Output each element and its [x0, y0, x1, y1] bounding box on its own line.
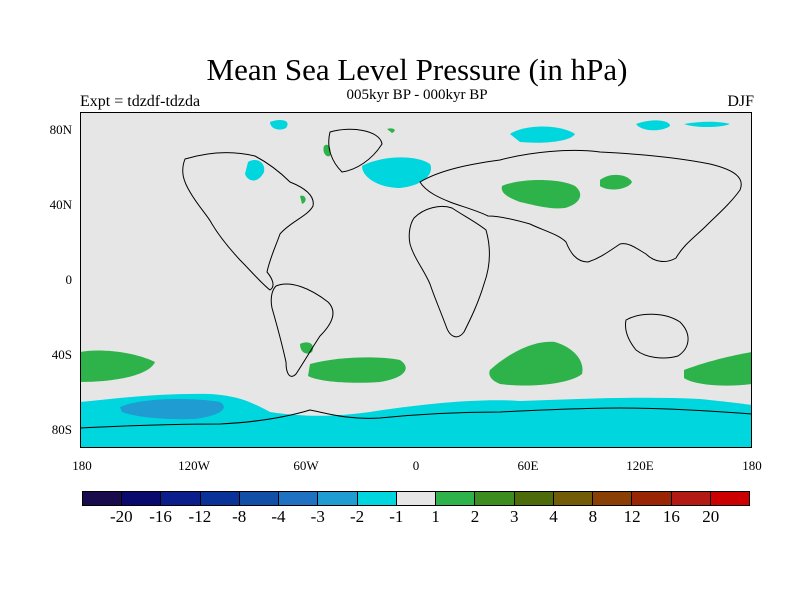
- colorbar-tick-label: 3: [509, 507, 519, 526]
- colorbar-tick-label: -16: [149, 507, 172, 526]
- ytick-80n: 80N: [49, 122, 72, 137]
- green-south-atlantic: [308, 357, 406, 383]
- ytick-80s: 80S: [51, 422, 72, 437]
- xtick-60e: 60E: [517, 458, 539, 473]
- colorbar-swatch: [632, 492, 672, 505]
- ytick-0: 0: [65, 272, 73, 287]
- colorbar-tick-label: 2: [470, 507, 480, 526]
- colorbar-swatch: [318, 492, 358, 505]
- colorbar-tick-label: -12: [188, 507, 212, 526]
- south-america-coast: [270, 283, 334, 377]
- cyan-arctic-2: [636, 120, 670, 131]
- colorbar: [82, 491, 750, 506]
- cyan-arctic-4: [270, 120, 288, 130]
- map-panel: [80, 112, 752, 448]
- antarctica-coast: [80, 407, 752, 429]
- colorbar-swatch: [710, 492, 749, 505]
- green-arctic: [387, 128, 395, 133]
- north-america-coast: [182, 152, 314, 291]
- colorbar-swatch: [671, 492, 711, 505]
- xtick-60w: 60W: [293, 458, 319, 473]
- colorbar-swatch: [436, 492, 476, 505]
- green-south-pacific-east: [684, 352, 752, 386]
- cyan-baffin: [245, 160, 265, 181]
- colorbar-swatch: [83, 492, 123, 505]
- map-border: [80, 112, 752, 448]
- colorbar-swatch: [514, 492, 554, 505]
- coastlines: [80, 128, 752, 429]
- colorbar-tick-label: 8: [588, 507, 598, 526]
- eurasia-coast: [419, 149, 742, 263]
- ytick-40s: 40S: [51, 347, 72, 362]
- green-siberia: [600, 174, 632, 190]
- colorbar-swatch: [475, 492, 515, 505]
- cyan-north-atlantic: [362, 157, 432, 188]
- xtick-120e: 120E: [626, 458, 654, 473]
- green-labrador: [300, 195, 306, 204]
- map-svg: [80, 112, 752, 448]
- colorbar-swatch: [161, 492, 201, 505]
- ytick-40n: 40N: [49, 197, 72, 212]
- figure-title: Mean Sea Level Pressure (in hPa): [206, 52, 628, 87]
- colorbar-swatch: [279, 492, 319, 505]
- colorbar-tick-label: -20: [109, 507, 133, 526]
- xtick-120w: 120W: [178, 458, 210, 473]
- south-pacific-deep-negative: [120, 399, 224, 420]
- australia-coast: [625, 313, 689, 359]
- colorbar-tick-label: -2: [349, 507, 365, 526]
- colorbar-tick-label: 16: [662, 507, 680, 526]
- cyan-arctic-3: [684, 121, 730, 127]
- colorbar-swatch: [200, 492, 240, 505]
- green-south-indian: [489, 341, 583, 386]
- colorbar-swatch: [593, 492, 633, 505]
- colorbar-swatch: [357, 492, 397, 505]
- colorbar-tick-label: -8: [232, 507, 247, 526]
- colorbar-tick-label: 1: [431, 507, 440, 526]
- colorbar-tick-label: -3: [310, 507, 325, 526]
- europe-africa-coast: [408, 205, 490, 338]
- colorbar-tick-label: 12: [623, 507, 641, 526]
- colorbar-swatch: [122, 492, 162, 505]
- colorbar-tick-label: -4: [271, 507, 286, 526]
- positive-anomaly-fill: [80, 128, 752, 386]
- green-patagonia: [300, 342, 314, 354]
- xtick-180w: 180: [72, 458, 92, 473]
- green-eurasia: [501, 180, 581, 209]
- xtick-180e: 180: [742, 458, 762, 473]
- greenland-coast: [328, 128, 383, 173]
- colorbar-swatch: [239, 492, 280, 505]
- cyan-lobe-south-atlantic: [270, 426, 301, 443]
- season-label: DJF: [727, 93, 754, 110]
- experiment-label: Expt = tdzdf-tdzda: [80, 93, 201, 110]
- colorbar-tick-label: 4: [549, 507, 558, 526]
- colorbar-swatch: [396, 492, 437, 505]
- colorbar-swatch: [553, 492, 594, 505]
- xtick-0: 0: [412, 458, 420, 473]
- cyan-arctic-1: [510, 126, 575, 143]
- colorbar-tick-label: 20: [702, 507, 720, 526]
- colorbar-tick-label: -1: [389, 507, 404, 526]
- green-south-pacific-west: [80, 350, 155, 382]
- figure-subtitle: 005kyr BP - 000kyr BP: [346, 87, 488, 103]
- negative-anomaly-fill: [80, 120, 752, 448]
